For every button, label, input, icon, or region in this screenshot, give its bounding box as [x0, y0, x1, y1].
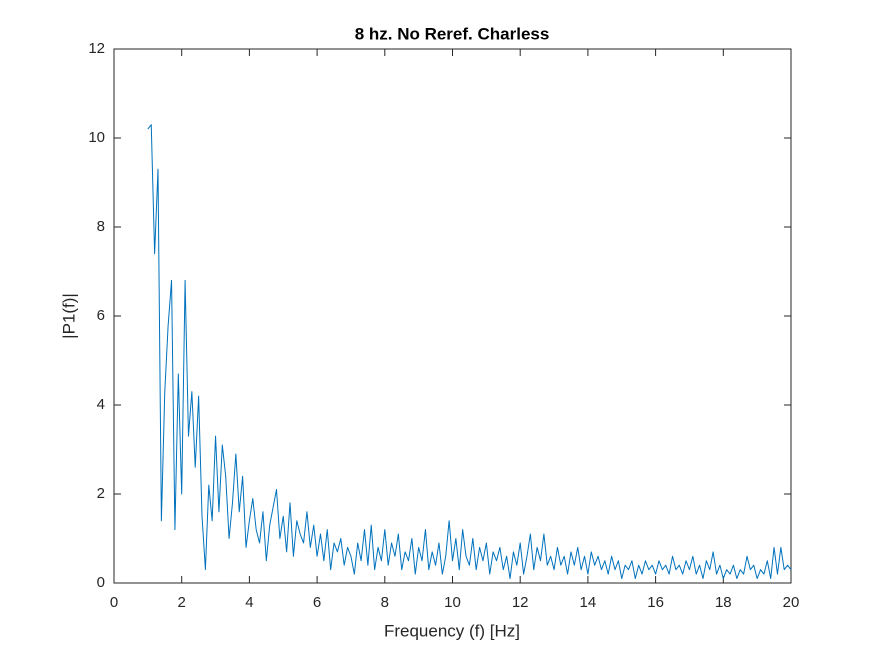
data-line: [147, 124, 792, 580]
y-tick-label: 10: [88, 129, 105, 146]
y-tick-label: 12: [88, 40, 105, 57]
x-tick-label: 14: [580, 594, 597, 611]
y-axis-label: |P1(f)|: [59, 293, 78, 339]
x-tick-label: 12: [512, 594, 529, 611]
chart-title: 8 hz. No Reref. Charless: [355, 24, 550, 43]
plot-box: [113, 48, 792, 584]
x-tick-label: 18: [715, 594, 732, 611]
y-tick-label: 6: [97, 307, 105, 324]
x-tick-label: 2: [178, 594, 186, 611]
x-tick-label: 20: [783, 594, 800, 611]
x-tick-label: 0: [110, 594, 118, 611]
y-tick-label: 0: [97, 574, 105, 591]
x-tick-label: 6: [313, 594, 321, 611]
x-tick-label: 10: [444, 594, 461, 611]
y-tick-label: 2: [97, 485, 105, 502]
x-axis-label: Frequency (f) [Hz]: [384, 621, 520, 640]
x-tick-label: 16: [647, 594, 664, 611]
y-tick-label: 4: [97, 396, 105, 413]
y-tick-label: 8: [97, 218, 105, 235]
x-tick-label: 4: [245, 594, 253, 611]
x-tick-label: 8: [381, 594, 389, 611]
